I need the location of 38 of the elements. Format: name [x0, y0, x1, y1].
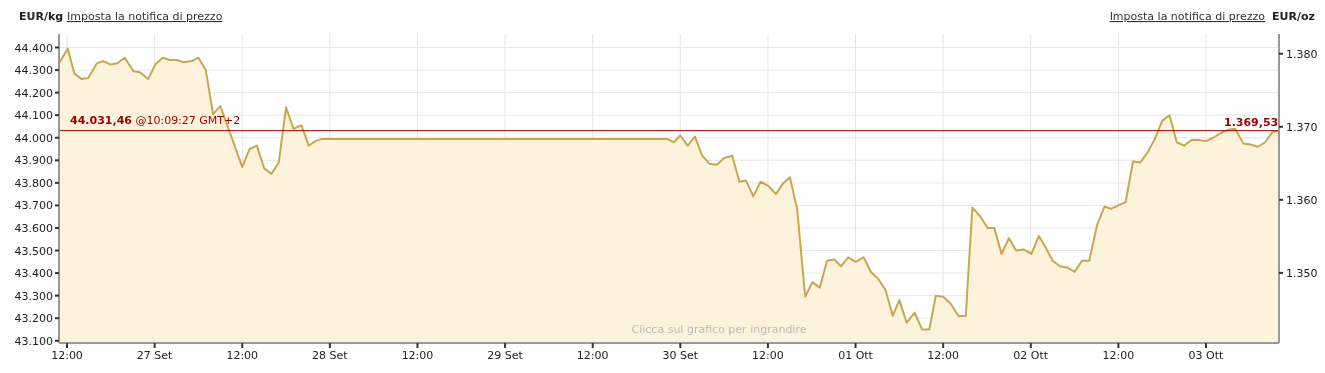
y-axis-title: EUR/kg	[19, 10, 64, 23]
y-tick-label: 44.000	[14, 131, 53, 145]
y-tick-label: 43.100	[14, 334, 53, 348]
y-tick-label: 43.500	[14, 244, 53, 258]
x-tick-label: 28 Set	[312, 349, 349, 362]
y2-tick-label: 1.350	[1286, 266, 1318, 280]
y-tick-label: 43.900	[14, 154, 53, 168]
y-tick-label: 44.300	[14, 64, 53, 78]
annotation: Clicca sul grafico per ingrandire	[631, 323, 807, 336]
y2-tick-label: 1.380	[1286, 47, 1318, 61]
y2-axis-title: EUR/oz	[1272, 10, 1315, 23]
x-tick-label: 12:00	[576, 349, 609, 362]
y2-tick-label: 1.360	[1286, 193, 1318, 207]
x-tick-label: 29 Set	[487, 349, 524, 362]
y-tick-label: 43.700	[14, 199, 53, 213]
x-tick-label: 12:00	[401, 349, 434, 362]
x-tick-label: 27 Set	[136, 349, 174, 362]
y-tick-label: 43.800	[14, 176, 53, 190]
x-tick-label: 12:00	[51, 349, 83, 362]
y-tick-label: 43.200	[14, 312, 53, 326]
y-tick-label: 44.100	[14, 109, 53, 123]
x-tick-label: 30 Set	[662, 349, 699, 362]
y2-tick-label: 1.370	[1286, 120, 1318, 134]
text: Imposta la notifica di prezzo	[67, 10, 223, 23]
x-tick-label: 02 Ott	[1013, 349, 1049, 362]
x-tick-label: 12:00	[226, 349, 259, 362]
text: Imposta la notifica di prezzo	[1109, 10, 1266, 23]
annotation: 1.369,53	[1223, 115, 1279, 129]
y-tick-label: 44.200	[14, 86, 53, 100]
x-tick-label: 12:00	[927, 349, 959, 362]
x-tick-label: 12:00	[752, 349, 784, 362]
y-tick-label: 44.400	[14, 41, 53, 55]
x-tick-label: 01 Ott	[838, 349, 874, 362]
x-tick-label: 12:00	[1102, 349, 1135, 362]
y-tick-label: 43.300	[14, 289, 53, 303]
y-tick-label: 43.600	[14, 221, 53, 235]
x-tick-label: 03 Ott	[1188, 349, 1225, 362]
y-tick-label: 43.400	[14, 267, 53, 281]
